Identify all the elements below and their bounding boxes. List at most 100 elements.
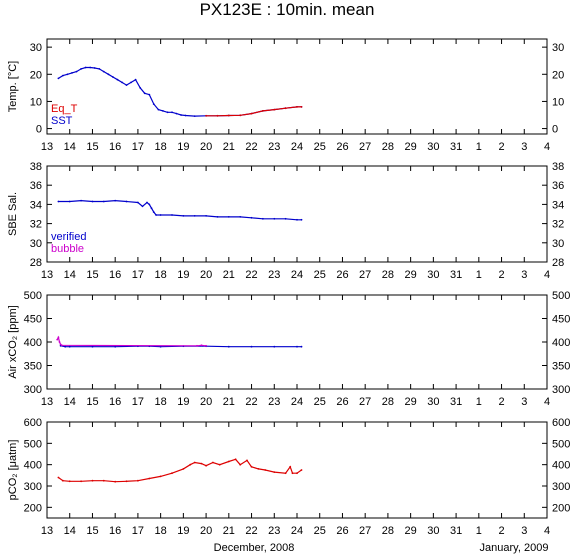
panels: 13 14 15 16 17 18 19 20 21 22 23 24 25 26 27 28 29 30 31 1 2…: [7, 38, 570, 537]
data-point: [148, 203, 151, 206]
data-point: [150, 207, 153, 210]
data-point: [57, 476, 60, 479]
data-point: [284, 472, 287, 475]
x-tick-label: 13: [41, 141, 53, 153]
x-tick-label: 18: [155, 141, 167, 153]
x-tick-label: 26: [336, 141, 348, 153]
plot-frame: [46, 38, 548, 135]
y-tick-label-right: 450: [552, 314, 570, 326]
y-tick-label-left: 600: [24, 417, 42, 429]
x-tick-label: 2: [498, 396, 504, 408]
x-tick-label: 29: [405, 525, 417, 537]
x-tick-label: 21: [223, 396, 235, 408]
x-tick-label: 23: [268, 396, 280, 408]
data-point: [152, 103, 155, 105]
data-point: [218, 463, 221, 466]
data-point: [62, 74, 64, 77]
y-tick-label-right: 32: [552, 219, 564, 231]
x-tick-label: 24: [291, 269, 303, 281]
data-point: [200, 462, 203, 465]
data-point: [157, 108, 160, 111]
data-point: [171, 214, 173, 216]
x-tick-label: 30: [427, 396, 439, 408]
x-tick-label: 16: [109, 269, 121, 281]
series-eq-t: [205, 106, 303, 117]
y-tick-label-left: 500: [24, 290, 42, 302]
data-point: [102, 479, 105, 482]
x-tick-label: 30: [427, 141, 439, 153]
data-point: [205, 344, 208, 347]
y-tick-label-right: 300: [552, 384, 570, 396]
x-tick-label: 16: [109, 396, 121, 408]
x-tick-label: 20: [200, 525, 212, 537]
data-point: [182, 468, 185, 470]
y-tick-label-left: 34: [30, 199, 42, 211]
data-point: [273, 108, 276, 111]
data-point: [180, 114, 183, 116]
data-point: [134, 78, 137, 81]
y-tick-label-left: 36: [30, 180, 42, 192]
y-axis-label: pCO₂ [μatm]: [7, 440, 19, 501]
x-tick-label: 4: [544, 269, 550, 281]
data-point: [114, 480, 117, 483]
y-tick-label-right: 36: [552, 180, 564, 192]
data-point: [284, 107, 287, 110]
data-point: [139, 87, 142, 89]
data-point: [250, 112, 253, 115]
data-point: [137, 201, 139, 204]
data-point: [193, 115, 196, 117]
data-point: [68, 345, 71, 348]
plot-frame: [46, 294, 548, 390]
x-tick-label: 13: [41, 525, 53, 537]
data-point: [148, 93, 151, 96]
x-tick-label: 28: [382, 141, 394, 153]
data-point: [250, 465, 253, 468]
panel-4: 13 14 15 16 17 18 19 20 21 22 23 24 25 26 27 28 29 30 31 1 2…: [7, 417, 570, 537]
data-point: [227, 216, 230, 218]
legend-entry: SST: [51, 115, 73, 127]
data-point: [171, 111, 173, 114]
x-tick-label: 22: [245, 269, 257, 281]
data-point: [60, 344, 63, 347]
x-tick-label: 30: [427, 525, 439, 537]
x-tick-label: 19: [177, 396, 189, 408]
data-point: [264, 469, 267, 471]
x-month-label-january: January, 2009: [480, 542, 549, 554]
data-point: [89, 66, 92, 69]
y-tick-label-right: 34: [552, 199, 564, 211]
x-tick-label: 23: [268, 269, 280, 281]
series-line: [58, 458, 302, 483]
data-point: [234, 458, 237, 461]
y-tick-label-right: 0: [552, 124, 558, 136]
y-tick-label-left: 28: [30, 257, 42, 269]
x-month-label-december: December, 2008: [214, 542, 295, 554]
data-point: [141, 205, 144, 208]
data-point: [84, 66, 87, 69]
x-tick-label: 26: [336, 396, 348, 408]
data-point: [68, 480, 71, 483]
y-tick-label-right: 30: [552, 238, 564, 250]
data-point: [300, 345, 303, 348]
data-point: [273, 345, 276, 348]
data-point: [91, 345, 94, 348]
x-tick-label: 25: [314, 396, 326, 408]
data-point: [116, 78, 119, 81]
data-point: [246, 459, 248, 462]
x-tick-label: 15: [86, 396, 98, 408]
x-tick-label: 24: [291, 396, 303, 408]
data-point: [291, 472, 294, 475]
x-tick-label: 2: [498, 269, 504, 281]
x-tick-label: 3: [521, 525, 527, 537]
series-pco2: [57, 458, 303, 483]
y-axis-label: Temp. [°C]: [7, 61, 19, 112]
x-tick-label: 31: [450, 525, 462, 537]
y-tick-label-left: 300: [24, 481, 42, 493]
data-point: [300, 218, 303, 221]
x-tick-label: 3: [521, 141, 527, 153]
x-tick-label: 19: [177, 525, 189, 537]
plot-frame: [46, 165, 548, 263]
data-point: [152, 211, 155, 214]
data-point: [75, 70, 78, 73]
data-point: [239, 463, 242, 466]
